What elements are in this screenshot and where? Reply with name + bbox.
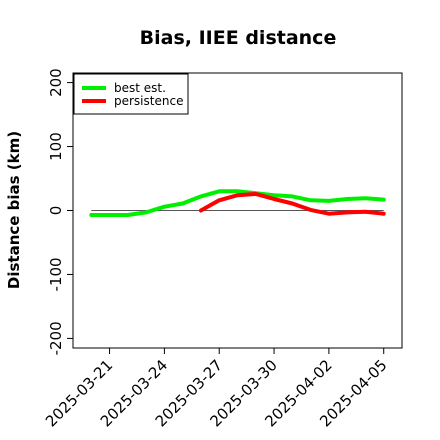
y-tick-label: 200 xyxy=(47,68,65,97)
legend-label-best-est: best est. xyxy=(114,81,166,95)
legend-label-persistence: persistence xyxy=(114,94,183,108)
y-tick-label: -100 xyxy=(47,257,65,291)
series-line-persistence xyxy=(198,191,386,216)
y-tick-label: -200 xyxy=(47,321,65,355)
series-line-best-est xyxy=(89,189,386,217)
legend-box xyxy=(73,73,189,115)
legend: best est. persistence xyxy=(73,73,189,115)
y-axis-label: Distance bias (km) xyxy=(5,131,23,289)
chart-title: Bias, IIEE distance xyxy=(140,27,337,49)
y-tick-label: 100 xyxy=(47,132,65,161)
y-tick-label: 0 xyxy=(47,206,65,216)
